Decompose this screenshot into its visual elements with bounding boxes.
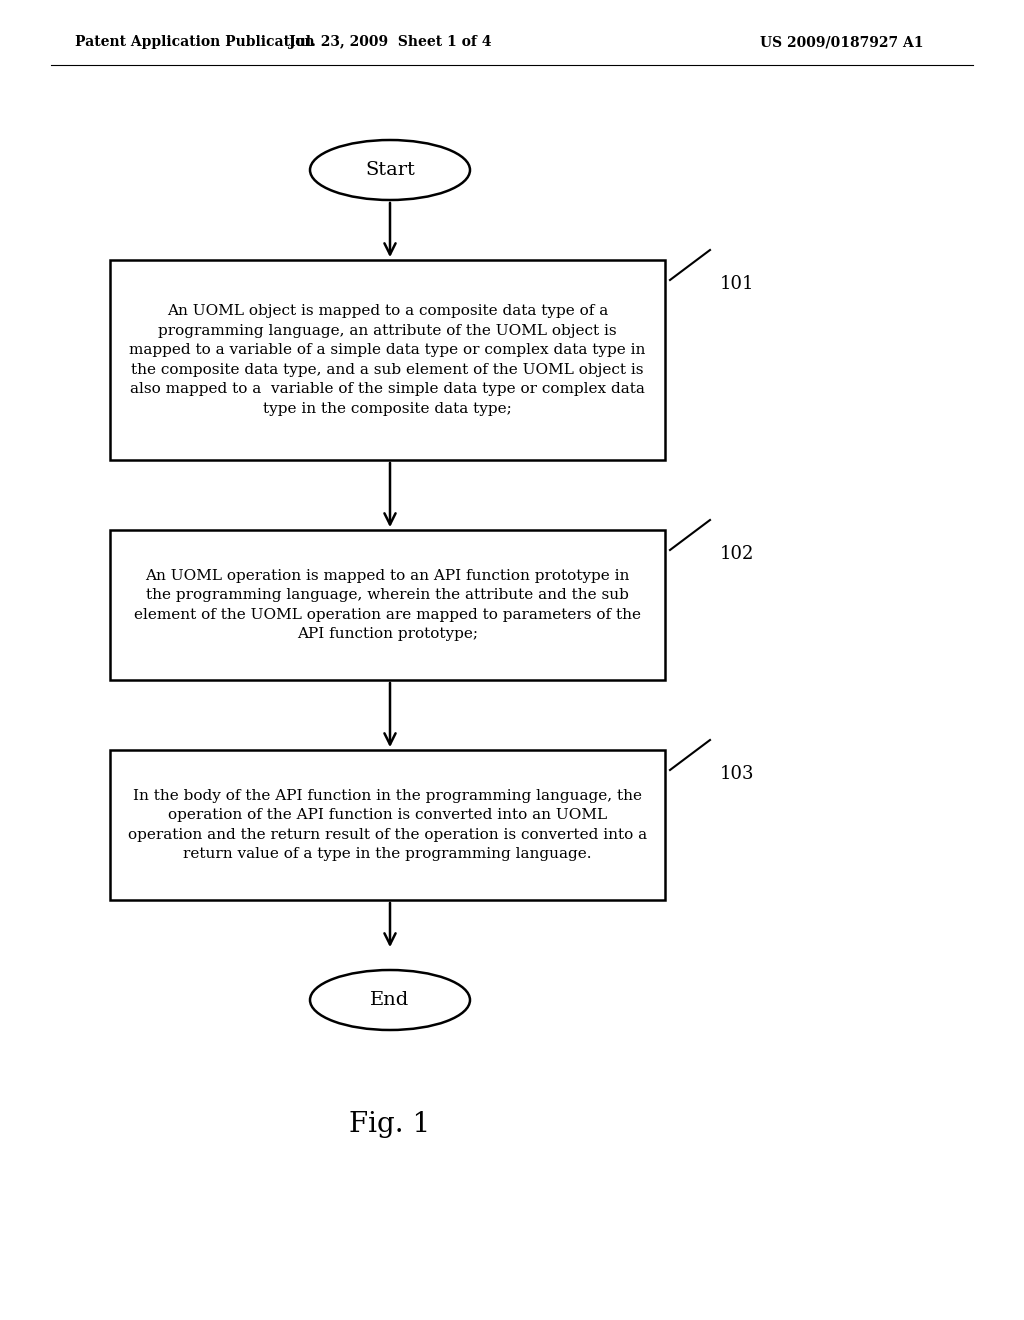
Text: US 2009/0187927 A1: US 2009/0187927 A1 [760, 36, 924, 49]
Text: 103: 103 [720, 766, 755, 783]
Text: Fig. 1: Fig. 1 [349, 1111, 431, 1138]
Text: 102: 102 [720, 545, 755, 564]
Text: Jul. 23, 2009  Sheet 1 of 4: Jul. 23, 2009 Sheet 1 of 4 [289, 36, 492, 49]
Text: End: End [371, 991, 410, 1008]
Text: In the body of the API function in the programming language, the
operation of th: In the body of the API function in the p… [128, 789, 647, 861]
Text: An UOML object is mapped to a composite data type of a
programming language, an : An UOML object is mapped to a composite … [129, 304, 646, 416]
Text: An UOML operation is mapped to an API function prototype in
the programming lang: An UOML operation is mapped to an API fu… [134, 569, 641, 642]
Text: 101: 101 [720, 275, 755, 293]
Text: Start: Start [366, 161, 415, 180]
Text: Patent Application Publication: Patent Application Publication [75, 36, 314, 49]
